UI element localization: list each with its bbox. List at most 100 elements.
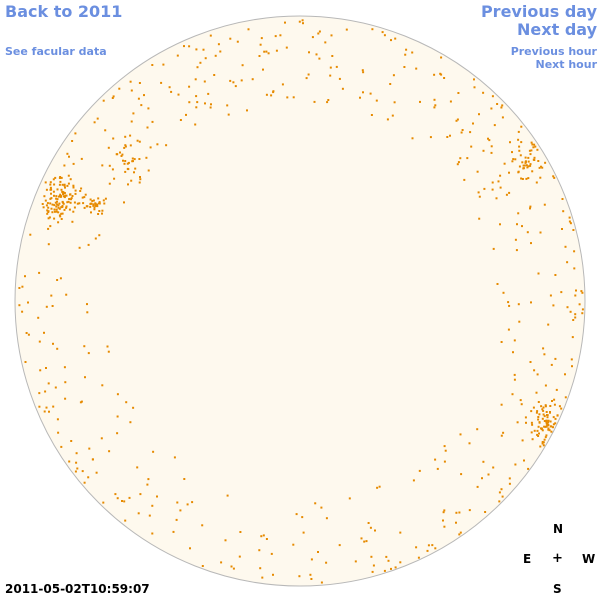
- facula-dot: [240, 79, 243, 82]
- facula-dot: [230, 565, 233, 568]
- facula-dot: [378, 485, 381, 488]
- back-to-year-link[interactable]: Back to 2011: [5, 2, 123, 21]
- facula-dot: [106, 345, 109, 348]
- facula-dot: [60, 218, 63, 220]
- facula-dot: [540, 428, 543, 431]
- facula-dot: [194, 123, 197, 126]
- facula-dot: [292, 96, 295, 99]
- facula-dot: [525, 177, 528, 180]
- facula-dot: [484, 511, 487, 513]
- facula-dot: [477, 191, 480, 194]
- facula-dot: [63, 164, 66, 167]
- facula-dot: [534, 145, 537, 148]
- facula-dot: [62, 201, 64, 204]
- facula-dot: [543, 203, 546, 206]
- facula-dot: [156, 495, 158, 498]
- facula-dot: [514, 238, 517, 241]
- facula-dot: [472, 122, 474, 125]
- facula-dot: [69, 201, 72, 204]
- facula-dot: [544, 384, 547, 387]
- facula-dot: [308, 51, 310, 54]
- facula-dot: [552, 416, 555, 419]
- facula-dot: [83, 345, 86, 348]
- facula-dot: [553, 398, 556, 401]
- next-day-link[interactable]: Next day: [517, 20, 597, 39]
- facula-dot: [87, 352, 90, 355]
- facula-dot: [362, 91, 364, 94]
- facula-dot: [229, 79, 232, 82]
- facula-dot: [138, 140, 141, 143]
- facula-dot: [124, 170, 127, 173]
- facula-dot: [298, 20, 301, 23]
- facula-dot: [571, 365, 573, 368]
- facula-dot: [521, 225, 523, 228]
- facula-dot: [119, 151, 121, 154]
- facula-dot: [528, 149, 531, 152]
- facula-dot: [517, 171, 520, 174]
- facula-dot: [55, 208, 58, 211]
- facula-dot: [149, 146, 152, 149]
- facula-dot: [194, 78, 197, 81]
- facula-dot: [530, 421, 533, 424]
- facula-dot: [147, 478, 150, 481]
- facula-dot: [317, 551, 319, 553]
- facula-dot: [531, 438, 534, 441]
- facula-dot: [98, 202, 100, 205]
- facula-dot: [51, 305, 54, 307]
- facula-dot: [530, 410, 533, 413]
- facula-dot: [455, 511, 458, 514]
- facula-dot: [391, 114, 394, 117]
- facula-dot: [527, 177, 530, 180]
- facula-dot: [261, 576, 264, 579]
- facula-dot: [434, 547, 437, 550]
- facula-dot: [57, 206, 60, 209]
- facula-dot: [533, 156, 536, 159]
- facula-dot: [539, 176, 542, 179]
- facula-dot: [458, 511, 461, 514]
- facula-dot: [67, 182, 70, 185]
- facula-dot: [513, 339, 516, 342]
- facula-dot: [411, 137, 414, 140]
- next-hour-link[interactable]: Next hour: [535, 58, 598, 71]
- facula-dot: [365, 540, 368, 543]
- facula-dot: [581, 312, 584, 315]
- see-facular-data-link[interactable]: See facular data: [5, 45, 107, 58]
- facula-dot: [262, 534, 265, 537]
- facula-dot: [517, 130, 520, 133]
- facula-dot: [556, 414, 559, 417]
- facula-dot: [305, 77, 308, 80]
- facula-dot: [52, 342, 54, 345]
- facula-dot: [518, 145, 521, 148]
- previous-hour-link[interactable]: Previous hour: [510, 45, 597, 58]
- facula-dot: [546, 424, 549, 427]
- facula-dot: [279, 34, 282, 37]
- facula-dot: [490, 107, 493, 110]
- facula-dot: [98, 201, 101, 204]
- facula-dot: [95, 471, 98, 474]
- facula-dot: [461, 129, 464, 131]
- facula-dot: [433, 106, 436, 109]
- facula-dot: [390, 567, 392, 570]
- facula-dot: [417, 556, 420, 559]
- facula-dot: [537, 416, 540, 418]
- facula-dot: [529, 163, 532, 166]
- facula-dot: [27, 301, 29, 304]
- facula-dot: [107, 350, 110, 353]
- facula-dot: [543, 415, 546, 418]
- facula-dot: [50, 294, 53, 297]
- facula-dot: [501, 104, 504, 107]
- previous-day-link[interactable]: Previous day: [480, 2, 597, 21]
- facula-dot: [162, 63, 165, 66]
- facula-dot: [544, 425, 547, 428]
- facula-dot: [470, 145, 473, 148]
- facula-dot: [375, 99, 378, 102]
- facula-dot: [550, 363, 553, 366]
- facula-dot: [542, 444, 545, 447]
- facula-dot: [45, 188, 48, 191]
- facula-dot: [123, 500, 126, 503]
- facula-dot: [73, 201, 76, 204]
- facula-dot: [495, 197, 498, 200]
- facula-dot: [195, 48, 198, 51]
- facula-dot: [49, 225, 52, 228]
- facula-dot: [371, 28, 374, 31]
